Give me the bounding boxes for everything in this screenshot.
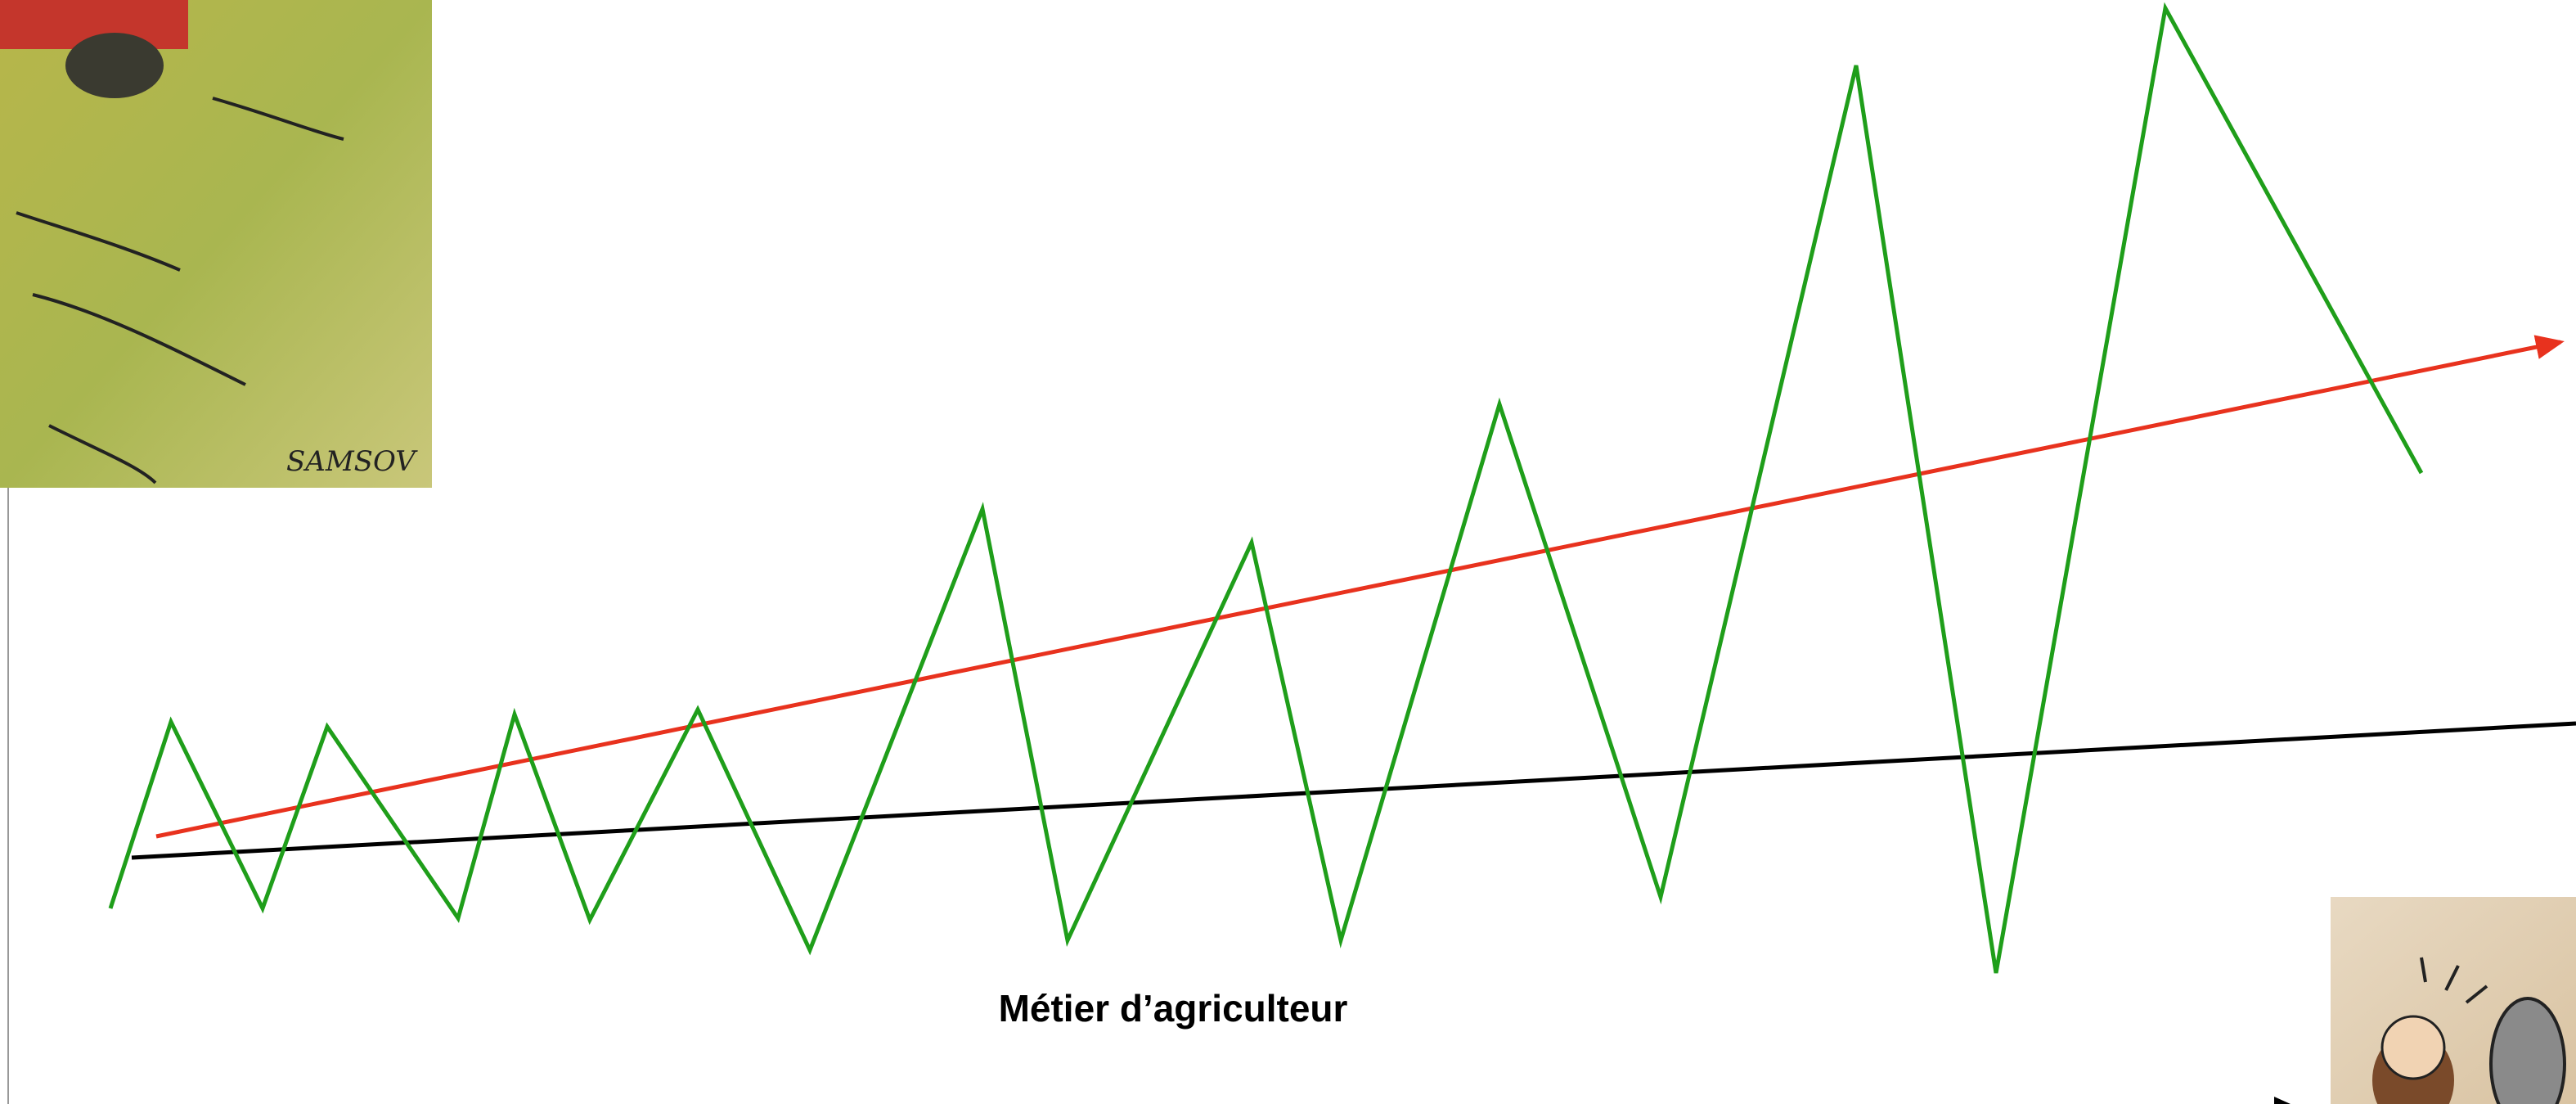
slide: SAMSOV Métier d’agriculteur xyxy=(0,0,2576,1104)
volatility-zigzag xyxy=(110,8,2421,973)
illustration-bottom-right xyxy=(2331,897,2576,1104)
character-head xyxy=(2382,1016,2444,1079)
character-object xyxy=(2491,998,2565,1104)
caption: Métier d’agriculteur xyxy=(999,987,1348,1030)
corner-arrow xyxy=(2274,1097,2291,1104)
tractor-wheel xyxy=(65,33,164,98)
illustration-top-left: SAMSOV xyxy=(0,0,432,488)
baseline-trend xyxy=(132,723,2576,858)
illustration-background xyxy=(0,0,432,488)
signature: SAMSOV xyxy=(286,445,418,478)
page: {"caption": "Métier d’agriculteur", "ill… xyxy=(0,0,2576,1104)
rising-trend-arrow xyxy=(156,342,2560,836)
